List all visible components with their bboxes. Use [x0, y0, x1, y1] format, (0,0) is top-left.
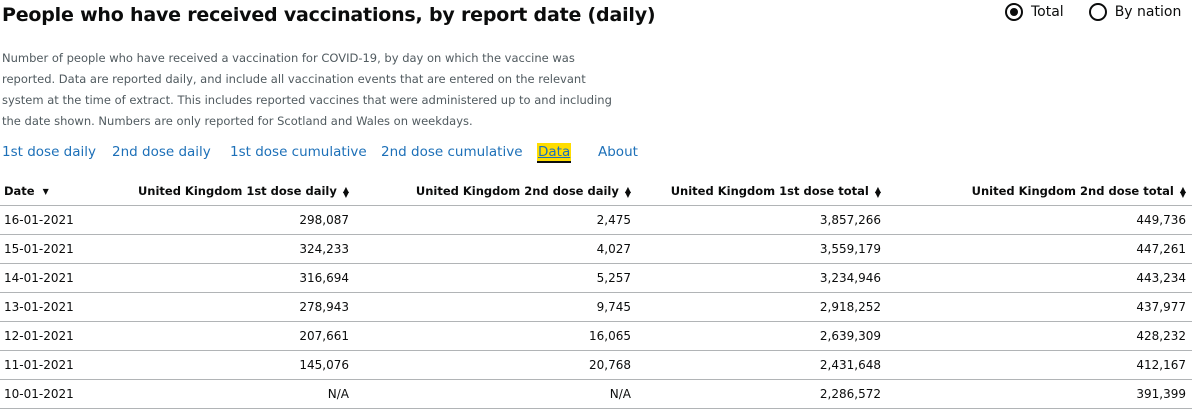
cell-2nd-dose-daily: 16,065: [355, 321, 637, 351]
column-header-date[interactable]: Date ▼: [0, 177, 70, 206]
cell-2nd-dose-total: 391,399: [887, 379, 1192, 409]
cell-date: 15-01-2021: [0, 234, 74, 264]
radio-by-nation-label[interactable]: By nation: [1114, 4, 1182, 20]
radio-selected-icon[interactable]: [1005, 3, 1023, 21]
cell-date: 10-01-2021: [0, 379, 74, 409]
sort-descending-icon[interactable]: ▼: [42, 187, 49, 196]
cell-1st-dose-total: 3,234,946: [637, 263, 887, 293]
column-header-2nd-dose-daily[interactable]: United Kingdom 2nd dose daily ▲ ▼: [355, 177, 637, 206]
tab-data[interactable]: Data: [537, 143, 572, 161]
table-row: 10-01-2021 N/A N/A 2,286,572 391,399: [0, 379, 1192, 409]
cell-date: 16-01-2021: [0, 205, 74, 235]
data-table: Date ▼ United Kingdom 1st dose daily ▲ ▼ Un…: [0, 177, 1192, 409]
column-header-label[interactable]: Date: [4, 184, 35, 198]
cell-2nd-dose-daily: 9,745: [355, 292, 637, 322]
cell-1st-dose-daily: 324,233: [70, 234, 355, 264]
column-header-label[interactable]: United Kingdom 1st dose total: [670, 184, 869, 198]
sort-icon[interactable]: ▲ ▼: [874, 184, 881, 199]
cell-1st-dose-total: 2,286,572: [637, 379, 887, 409]
tab-1st-dose-cumulative[interactable]: 1st dose cumulative: [230, 144, 367, 160]
cell-1st-dose-total: 2,431,648: [637, 350, 887, 380]
column-header-1st-dose-daily[interactable]: United Kingdom 1st dose daily ▲ ▼: [70, 177, 355, 206]
cell-1st-dose-total: 2,918,252: [637, 292, 887, 322]
radio-by-nation[interactable]: By nation: [1088, 3, 1182, 21]
column-header-2nd-dose-total[interactable]: United Kingdom 2nd dose total ▲ ▼: [887, 177, 1192, 206]
table-row: 11-01-2021 145,076 20,768 2,431,648 412,…: [0, 350, 1192, 380]
sort-icon[interactable]: ▲ ▼: [1179, 184, 1186, 199]
cell-1st-dose-total: 3,559,179: [637, 234, 887, 264]
radio-unselected-icon[interactable]: [1088, 3, 1107, 21]
cell-2nd-dose-total: 412,167: [887, 350, 1192, 380]
cell-1st-dose-daily: 316,694: [70, 263, 355, 293]
column-header-label[interactable]: United Kingdom 2nd dose total: [971, 184, 1174, 198]
column-header-label[interactable]: United Kingdom 2nd dose daily: [415, 184, 619, 198]
page-title: People who have received vaccinations, b…: [2, 4, 656, 26]
cell-2nd-dose-daily: N/A: [355, 379, 637, 409]
tab-1st-dose-daily[interactable]: 1st dose daily: [2, 144, 96, 160]
cell-2nd-dose-total: 443,234: [887, 263, 1192, 293]
cell-2nd-dose-daily: 4,027: [355, 234, 637, 264]
cell-1st-dose-daily: 207,661: [70, 321, 355, 351]
tab-2nd-dose-cumulative[interactable]: 2nd dose cumulative: [381, 144, 523, 160]
cell-2nd-dose-total: 447,261: [887, 234, 1192, 264]
table-row: 13-01-2021 278,943 9,745 2,918,252 437,9…: [0, 292, 1192, 322]
table-header-row: Date ▼ United Kingdom 1st dose daily ▲ ▼ Un…: [0, 177, 1192, 206]
radio-total[interactable]: Total: [1005, 3, 1064, 21]
cell-date: 12-01-2021: [0, 321, 74, 351]
cell-1st-dose-daily: 298,087: [70, 205, 355, 235]
sort-icon[interactable]: ▲ ▼: [342, 184, 349, 199]
cell-2nd-dose-daily: 20,768: [355, 350, 637, 380]
table-row: 14-01-2021 316,694 5,257 3,234,946 443,2…: [0, 263, 1192, 293]
table-row: 12-01-2021 207,661 16,065 2,639,309 428,…: [0, 321, 1192, 351]
tab-2nd-dose-daily[interactable]: 2nd dose daily: [112, 144, 211, 160]
radio-total-label[interactable]: Total: [1031, 4, 1064, 20]
column-header-1st-dose-total[interactable]: United Kingdom 1st dose total ▲ ▼: [637, 177, 887, 206]
cell-2nd-dose-total: 449,736: [887, 205, 1192, 235]
cell-1st-dose-daily: 145,076: [70, 350, 355, 380]
cell-date: 13-01-2021: [0, 292, 74, 322]
column-header-label[interactable]: United Kingdom 1st dose daily: [137, 184, 337, 198]
table-row: 16-01-2021 298,087 2,475 3,857,266 449,7…: [0, 205, 1192, 235]
cell-1st-dose-daily: 278,943: [70, 292, 355, 322]
cell-1st-dose-total: 3,857,266: [637, 205, 887, 235]
cell-2nd-dose-total: 428,232: [887, 321, 1192, 351]
cell-date: 11-01-2021: [0, 350, 74, 380]
sort-icon[interactable]: ▲ ▼: [624, 184, 631, 199]
tab-about[interactable]: About: [598, 144, 638, 160]
cell-1st-dose-daily: N/A: [70, 379, 355, 409]
cell-2nd-dose-daily: 2,475: [355, 205, 637, 235]
view-toggle: Total By nation: [1005, 3, 1181, 21]
cell-2nd-dose-total: 437,977: [887, 292, 1192, 322]
cell-2nd-dose-daily: 5,257: [355, 263, 637, 293]
cell-date: 14-01-2021: [0, 263, 74, 293]
cell-1st-dose-total: 2,639,309: [637, 321, 887, 351]
description: Number of people who have received a vac…: [2, 51, 612, 128]
table-row: 15-01-2021 324,233 4,027 3,559,179 447,2…: [0, 234, 1192, 264]
